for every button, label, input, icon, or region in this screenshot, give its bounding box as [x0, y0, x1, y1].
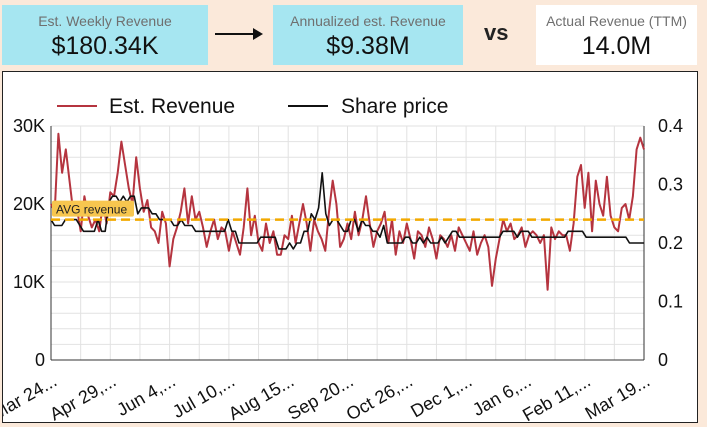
kpi-weekly-revenue: Est. Weekly Revenue $180.34K [2, 5, 208, 65]
series-line-share-price [50, 172, 644, 250]
x-tick-label: Jul 10,... [169, 371, 238, 422]
legend-label-share-price: Share price [341, 95, 448, 118]
kpi-weekly-label: Est. Weekly Revenue [38, 13, 172, 29]
x-tick-label: Aug 15... [225, 371, 297, 422]
kpi-annualized-revenue: Annualized est. Revenue $9.38M [273, 5, 463, 65]
x-tick-label: Feb 11,... [519, 371, 594, 422]
avg-revenue-label: AVG revenue [56, 203, 127, 217]
y-right-tick-label: 0.4 [658, 116, 683, 136]
x-tick-label: Dec 1,... [407, 371, 475, 422]
y-right-tick-label: 0.3 [658, 175, 683, 195]
vs-label: vs [484, 20, 509, 45]
arrow-right-icon [215, 28, 263, 40]
y-right-tick-label: 0 [658, 350, 668, 370]
x-tick-label: Apr 29,... [46, 371, 119, 422]
x-tick-label: Mar 19... [582, 371, 654, 422]
chart-panel: 0 10K 20K 30K 0 0.1 0.2 0.3 0.4 Mar 24... Apr 29,.… [2, 71, 698, 423]
x-tick-label: Jun 4,... [113, 371, 178, 420]
kpi-actual-revenue: Actual Revenue (TTM) 14.0M [536, 5, 697, 65]
y-left-tick-label: 0 [35, 350, 45, 370]
y-left-tick-label: 30K [13, 116, 45, 136]
series-line-est-revenue [50, 132, 645, 291]
kpi-weekly-value: $180.34K [51, 32, 159, 60]
kpi-actual-label: Actual Revenue (TTM) [546, 13, 687, 29]
y-left-tick-label: 10K [13, 272, 45, 292]
avg-revenue-label-bg [52, 200, 134, 217]
kpi-annualized-label: Annualized est. Revenue [290, 13, 446, 29]
legend-label-est-revenue: Est. Revenue [109, 95, 235, 118]
y-right-tick-label: 0.1 [658, 292, 683, 312]
y-left-tick-label: 20K [13, 194, 45, 214]
kpi-annualized-value: $9.38M [326, 32, 410, 60]
kpi-actual-value: 14.0M [581, 32, 652, 60]
y-right-tick-label: 0.2 [658, 233, 683, 253]
x-tick-label: Oct 26,... [343, 371, 416, 422]
